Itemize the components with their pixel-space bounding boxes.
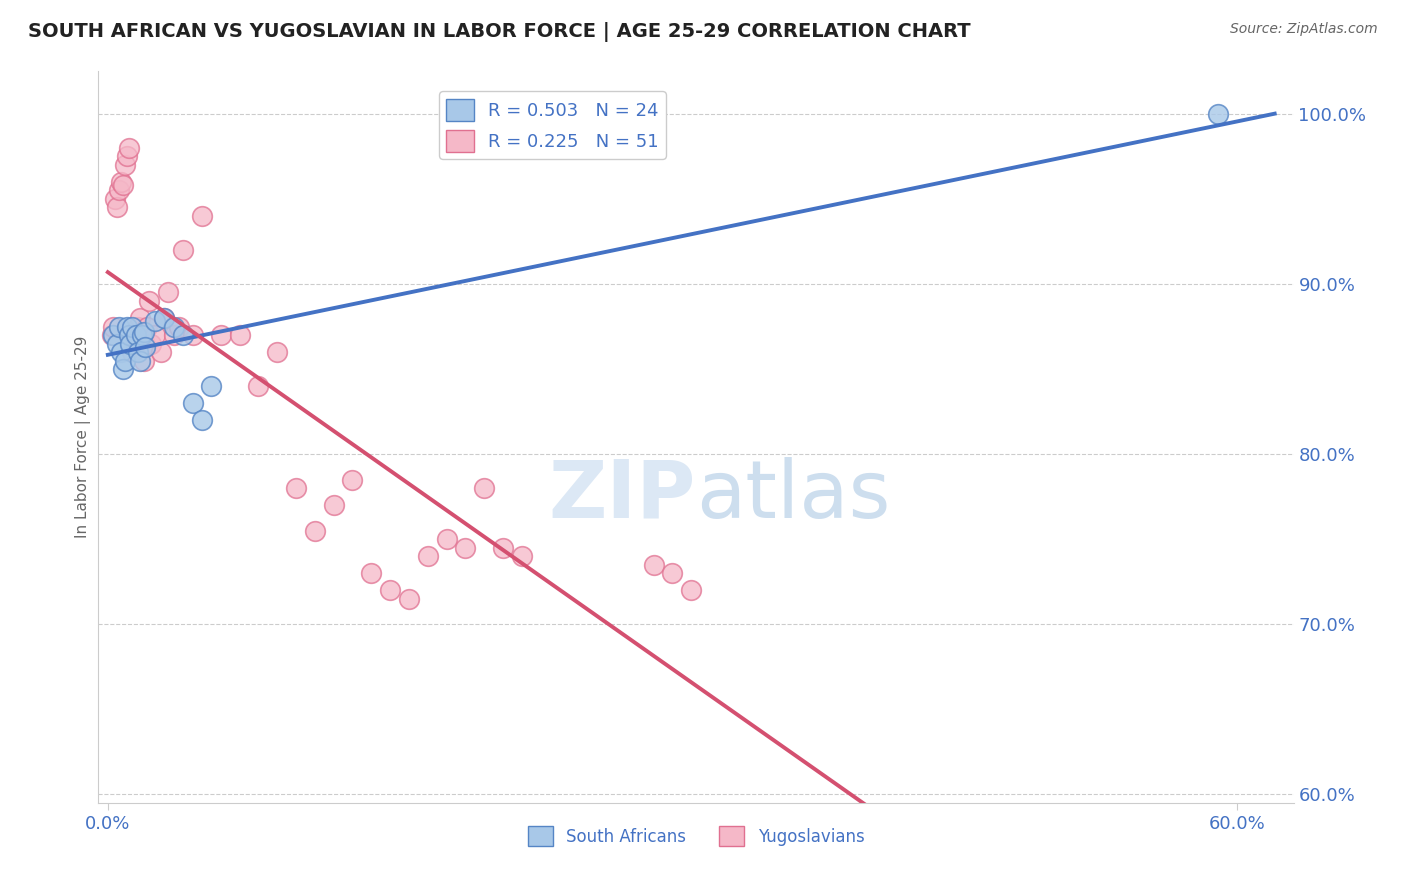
Point xyxy=(104,192,127,206)
Text: SOUTH AFRICAN VS YUGOSLAVIAN IN LABOR FORCE | AGE 25-29 CORRELATION CHART: SOUTH AFRICAN VS YUGOSLAVIAN IN LABOR FO… xyxy=(28,22,970,42)
Point xyxy=(163,328,186,343)
Point xyxy=(122,336,145,351)
Point xyxy=(643,558,665,572)
Point xyxy=(149,345,172,359)
Point xyxy=(121,319,143,334)
Point xyxy=(510,549,533,563)
Point xyxy=(661,566,683,581)
Point xyxy=(209,328,232,343)
Point xyxy=(181,328,204,343)
Point xyxy=(110,175,132,189)
Point xyxy=(114,158,136,172)
Legend: South Africans, Yugoslavians: South Africans, Yugoslavians xyxy=(522,820,870,853)
Point xyxy=(454,541,477,555)
Point xyxy=(163,319,186,334)
Point xyxy=(125,328,148,343)
Point xyxy=(153,311,176,326)
Point xyxy=(472,481,495,495)
Point xyxy=(492,541,515,555)
Point xyxy=(342,473,364,487)
Point xyxy=(191,209,214,223)
Point xyxy=(120,328,142,343)
Point xyxy=(378,583,401,598)
Point xyxy=(108,319,131,334)
Point xyxy=(172,243,194,257)
Point xyxy=(127,345,149,359)
Text: Source: ZipAtlas.com: Source: ZipAtlas.com xyxy=(1230,22,1378,37)
Point xyxy=(103,328,125,343)
Point xyxy=(191,413,214,427)
Point xyxy=(322,498,344,512)
Point xyxy=(120,336,142,351)
Point xyxy=(127,319,149,334)
Point xyxy=(1206,107,1229,121)
Point xyxy=(134,340,156,354)
Point xyxy=(169,319,191,334)
Point xyxy=(416,549,439,563)
Point xyxy=(136,319,159,334)
Point xyxy=(117,328,139,343)
Point xyxy=(138,293,160,308)
Point xyxy=(228,328,250,343)
Point xyxy=(436,532,458,546)
Point xyxy=(398,591,420,606)
Point xyxy=(115,319,138,334)
Point xyxy=(115,149,138,163)
Point xyxy=(111,178,134,193)
Point xyxy=(117,141,139,155)
Point xyxy=(131,328,153,343)
Point xyxy=(360,566,382,581)
Point xyxy=(128,311,150,326)
Text: atlas: atlas xyxy=(696,457,890,534)
Point xyxy=(181,396,204,410)
Point xyxy=(105,336,128,351)
Point xyxy=(172,328,194,343)
Point xyxy=(128,353,150,368)
Point xyxy=(143,314,166,328)
Point xyxy=(108,183,131,197)
Point xyxy=(139,336,162,351)
Point xyxy=(100,328,122,343)
Point xyxy=(132,325,155,339)
Point xyxy=(153,311,176,326)
Point xyxy=(121,345,143,359)
Point xyxy=(110,345,132,359)
Point xyxy=(105,201,128,215)
Y-axis label: In Labor Force | Age 25-29: In Labor Force | Age 25-29 xyxy=(76,336,91,538)
Point xyxy=(125,328,148,343)
Point xyxy=(304,524,326,538)
Point xyxy=(266,345,288,359)
Text: ZIP: ZIP xyxy=(548,457,696,534)
Point xyxy=(134,336,156,351)
Point xyxy=(103,319,125,334)
Point xyxy=(114,353,136,368)
Point xyxy=(247,379,270,393)
Point xyxy=(285,481,308,495)
Point xyxy=(131,328,153,343)
Point xyxy=(143,328,166,343)
Point xyxy=(681,583,703,598)
Point xyxy=(157,285,180,300)
Point xyxy=(111,362,134,376)
Point xyxy=(132,353,155,368)
Point xyxy=(200,379,222,393)
